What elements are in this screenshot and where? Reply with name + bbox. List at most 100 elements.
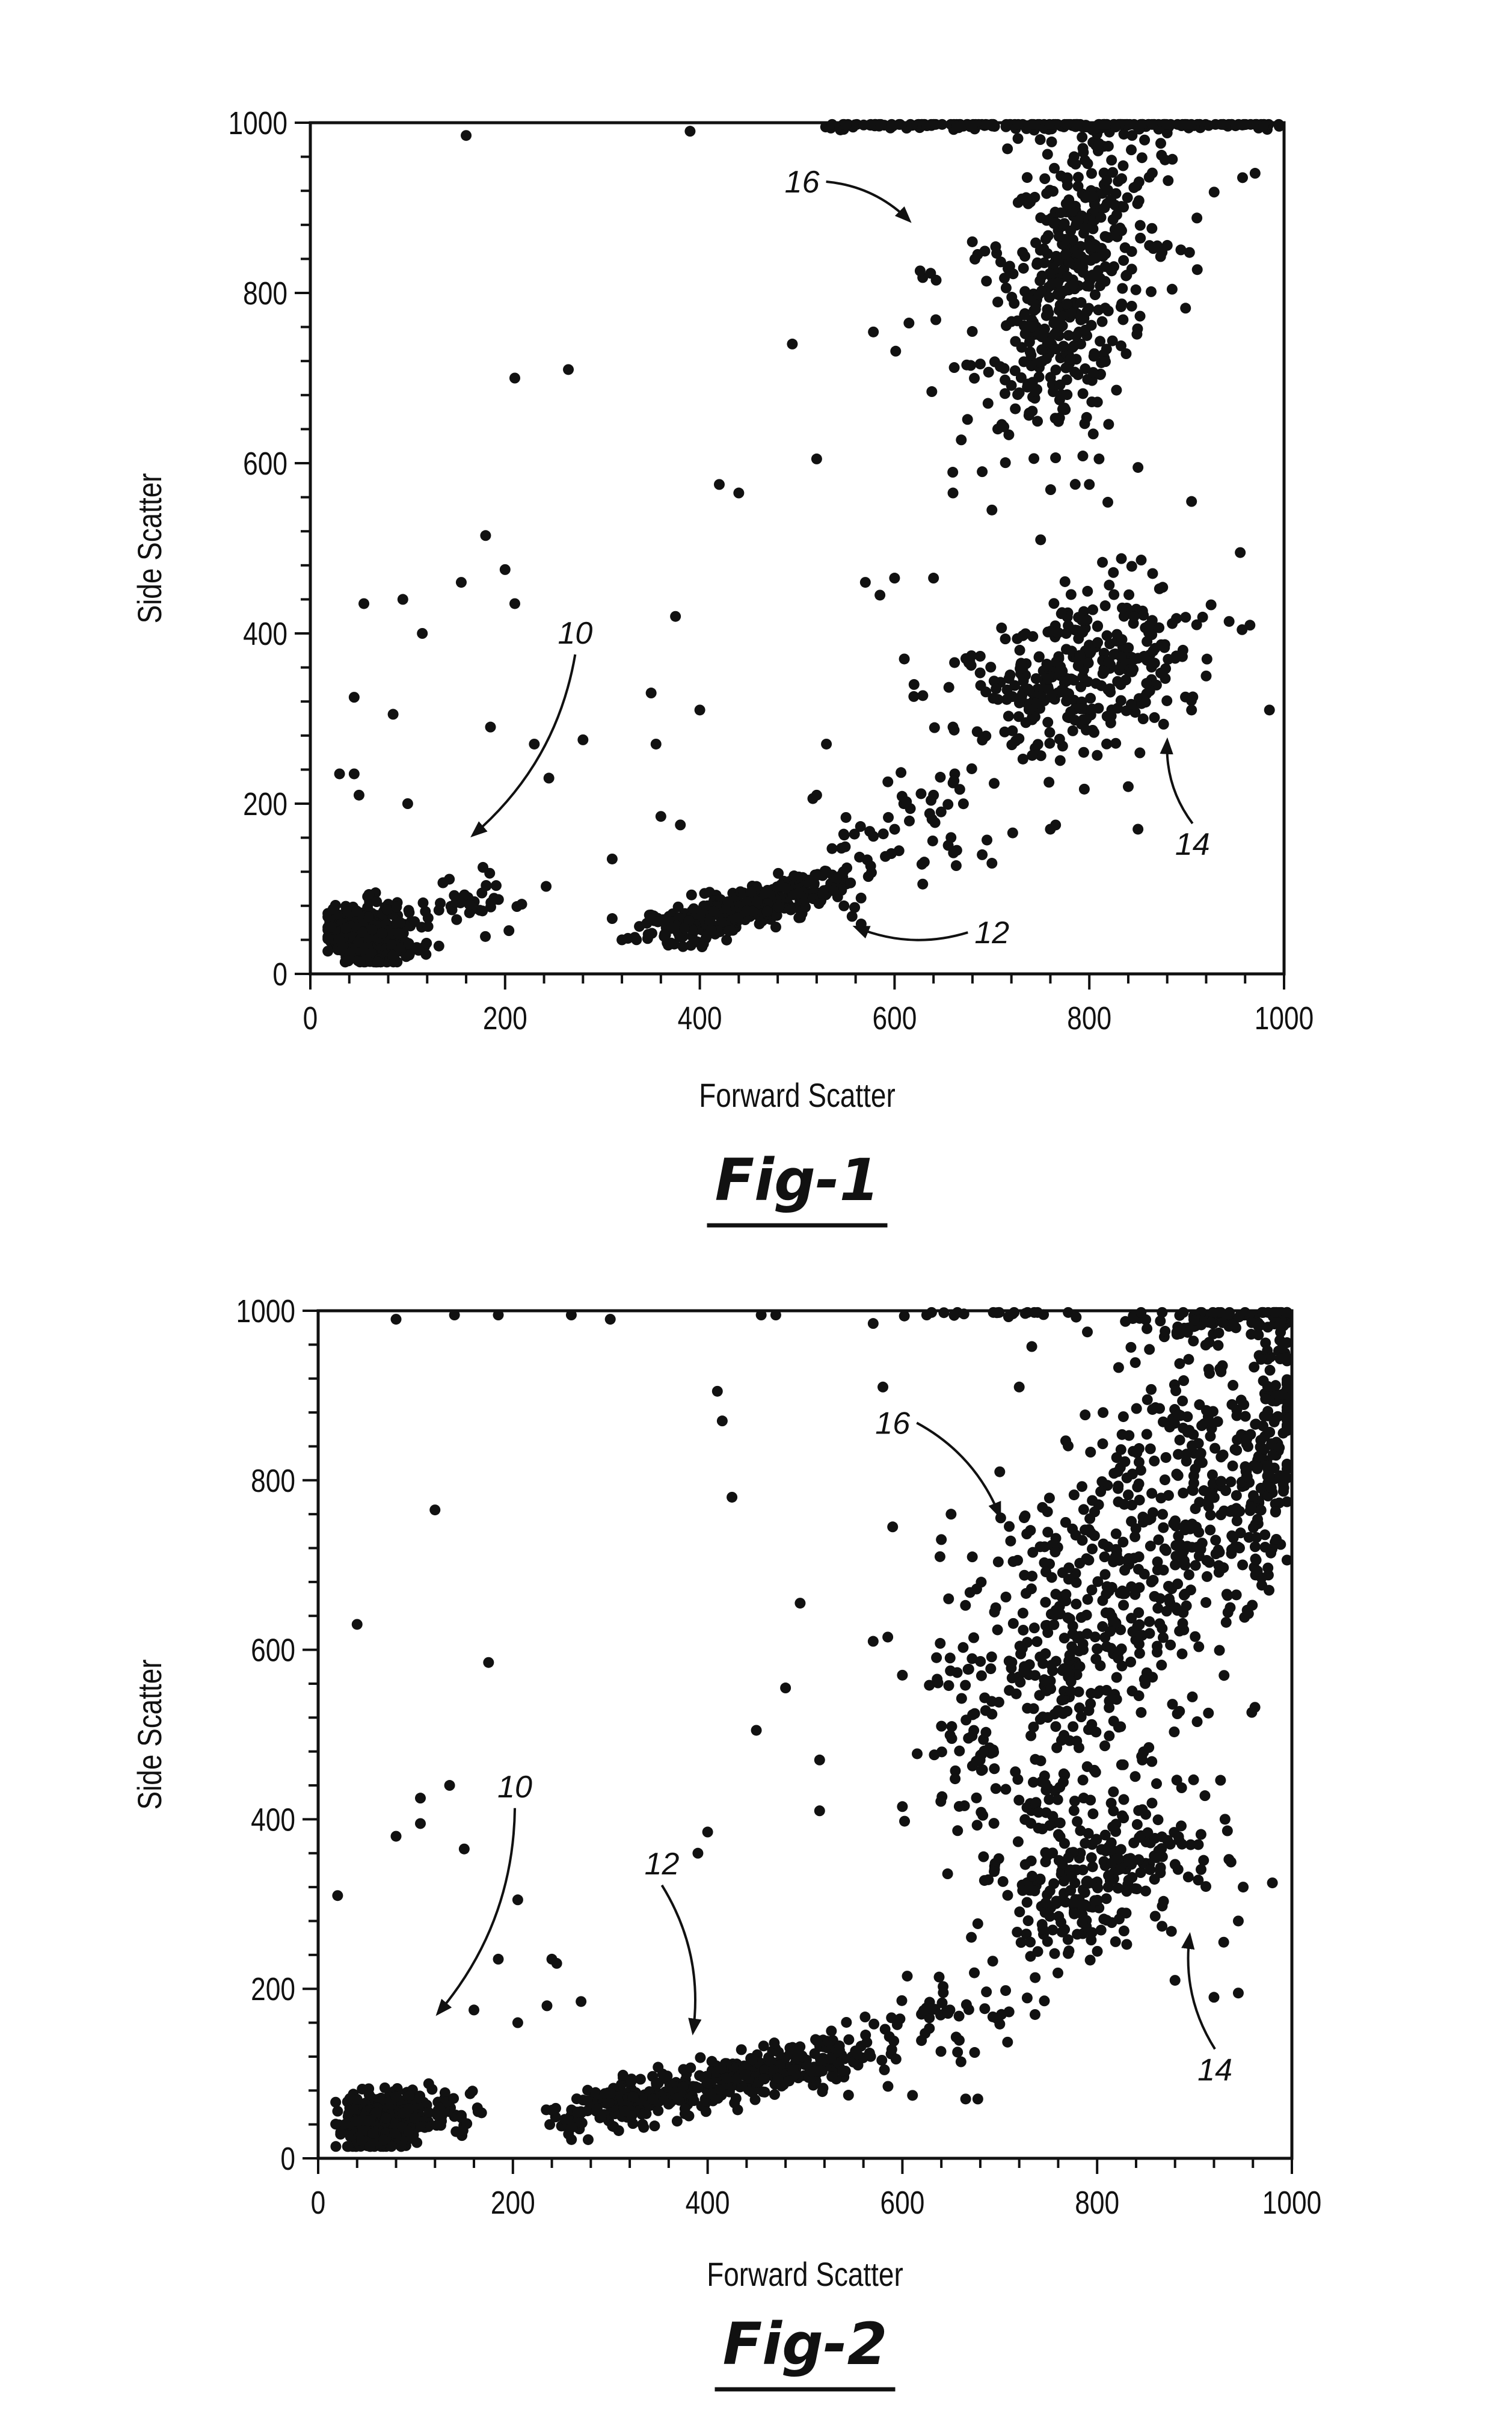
annotation-arrow <box>1167 740 1192 824</box>
data-point-cluster-14 <box>1097 557 1108 568</box>
data-point-cluster-16 <box>1277 1427 1288 1438</box>
data-point-cluster-14 <box>1073 660 1084 671</box>
data-point-cluster-14 <box>1150 1910 1161 1921</box>
plot-frame <box>310 123 1284 974</box>
data-point-cluster-12 <box>636 2109 647 2120</box>
annotation-label-16: 16 <box>785 165 820 200</box>
data-point-cluster-14 <box>1110 1936 1121 1947</box>
data-point-cluster-16 <box>1250 1702 1261 1713</box>
y-tick-label: 200 <box>243 786 287 822</box>
data-point-outlier <box>986 505 997 516</box>
data-point-cluster-14 <box>948 775 959 786</box>
data-point-outlier <box>563 364 574 375</box>
y-tick-label: 1000 <box>236 1293 295 1329</box>
data-point-cluster-12 <box>841 2017 852 2028</box>
data-point-cluster-10 <box>403 2126 414 2137</box>
data-point-cluster-16 <box>1060 1589 1071 1600</box>
data-point-cluster-10 <box>351 905 362 916</box>
data-point-cluster-10 <box>404 2104 414 2114</box>
data-point-cluster-10 <box>491 880 502 891</box>
data-point-cluster-10 <box>356 2135 367 2146</box>
data-point-outlier <box>605 1314 616 1325</box>
data-point-outlier <box>882 1631 893 1642</box>
data-point-cluster-16 <box>1201 1405 1212 1416</box>
data-point-outlier <box>675 819 686 830</box>
data-point-cluster-16 <box>1126 246 1137 257</box>
data-point-cluster-16 <box>1117 1537 1128 1548</box>
data-point-cluster-16 <box>1182 1427 1193 1438</box>
data-point-cluster-14 <box>1123 1856 1134 1867</box>
data-point-cluster-14 <box>1033 739 1043 750</box>
data-point-cluster-16 <box>1019 1512 1030 1523</box>
data-point-cluster-16 <box>986 1651 997 1662</box>
data-point-cluster-10 <box>390 2092 401 2102</box>
data-point-cluster-16 <box>1240 1411 1251 1422</box>
data-point-cluster-14 <box>1222 1826 1233 1836</box>
data-point-cluster-14 <box>1113 1853 1123 1864</box>
data-point-cluster-16 <box>1082 1628 1093 1639</box>
data-point-cluster-16 <box>1257 1307 1268 1318</box>
data-point-cluster-16 <box>1074 1558 1085 1569</box>
data-point-cluster-10 <box>451 914 462 925</box>
data-point-cluster-14 <box>973 1918 983 1929</box>
data-point-cluster-16 <box>1086 1527 1096 1538</box>
data-point-cluster-16 <box>963 1664 974 1675</box>
data-point-cluster-16 <box>1062 119 1072 130</box>
data-point-cluster-12 <box>891 2054 902 2064</box>
data-point-cluster-16 <box>1193 1642 1204 1652</box>
data-point-cluster-16 <box>1008 1556 1019 1567</box>
data-point-cluster-16 <box>1160 1474 1170 1485</box>
data-point-cluster-16 <box>1105 1626 1116 1637</box>
data-point-cluster-12 <box>716 2063 727 2074</box>
data-point-cluster-12 <box>707 2056 718 2067</box>
data-point-cluster-14 <box>1087 1861 1098 1872</box>
data-point-cluster-16 <box>1182 1327 1193 1338</box>
data-point-cluster-12 <box>811 2036 822 2046</box>
data-point-cluster-14 <box>1040 1856 1051 1867</box>
data-point-cluster-10 <box>326 922 337 933</box>
data-point-cluster-16 <box>1187 1692 1198 1702</box>
data-point-cluster-12 <box>706 925 717 935</box>
data-point-cluster-14 <box>1132 1819 1143 1830</box>
data-point-cluster-16 <box>1204 1368 1215 1379</box>
data-point-cluster-14 <box>1072 1929 1083 1940</box>
data-point-cluster-12 <box>845 878 856 888</box>
data-point-cluster-16 <box>1199 1485 1209 1496</box>
data-point-cluster-10 <box>322 934 333 944</box>
data-point-cluster-16 <box>1050 1721 1061 1732</box>
data-point-cluster-16 <box>977 1810 988 1821</box>
data-point-outlier <box>391 1314 402 1325</box>
data-point-cluster-14 <box>1027 750 1037 761</box>
data-point-cluster-16 <box>1134 1495 1145 1506</box>
data-point-cluster-12 <box>618 2070 628 2081</box>
data-point-cluster-14 <box>1244 620 1255 630</box>
data-point-cluster-10 <box>464 899 475 910</box>
data-point-cluster-16 <box>1146 1577 1157 1587</box>
data-point-outlier <box>717 1415 728 1426</box>
x-axis-title: Forward Scatter <box>699 1077 896 1114</box>
data-point-cluster-16 <box>1039 257 1049 268</box>
data-point-cluster-12 <box>679 923 690 934</box>
data-point-cluster-10 <box>381 2113 392 2124</box>
annotation-label-14: 14 <box>1175 827 1210 862</box>
data-point-cluster-14 <box>1009 680 1020 691</box>
data-point-cluster-14 <box>1084 648 1095 659</box>
data-point-cluster-16 <box>1086 168 1097 179</box>
data-point-cluster-16 <box>1144 1344 1155 1355</box>
data-point-cluster-16 <box>1049 218 1060 229</box>
data-point-cluster-14 <box>1056 608 1067 619</box>
data-point-cluster-14 <box>1023 1915 1034 1926</box>
data-point-cluster-10 <box>426 2084 437 2095</box>
data-point-cluster-16 <box>1116 298 1127 309</box>
data-point-cluster-14 <box>1065 706 1076 717</box>
data-point-cluster-16 <box>1000 1784 1011 1795</box>
data-point-cluster-16 <box>943 1593 954 1604</box>
data-point-cluster-12 <box>745 887 756 897</box>
data-point-cluster-16 <box>1123 1489 1134 1500</box>
data-point-cluster-16 <box>1071 1599 1081 1610</box>
data-point-cluster-16 <box>954 1746 965 1756</box>
data-point-outlier <box>780 1683 791 1693</box>
data-point-cluster-14 <box>1172 1775 1182 1785</box>
data-point-cluster-16 <box>1035 134 1046 145</box>
data-point-cluster-16 <box>1101 1607 1111 1618</box>
